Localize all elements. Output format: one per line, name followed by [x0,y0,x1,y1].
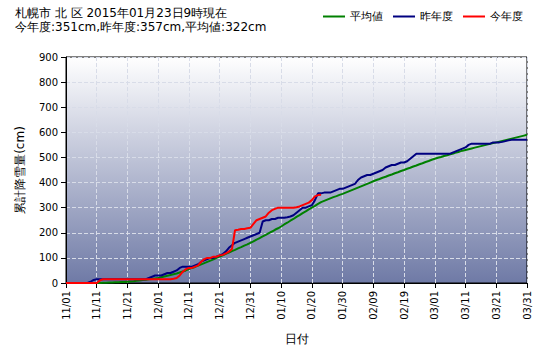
svg-text:700: 700 [39,102,58,113]
svg-text:500: 500 [39,152,58,163]
svg-text:03/31: 03/31 [522,291,533,320]
svg-text:01/30: 01/30 [337,291,348,320]
svg-text:800: 800 [39,77,58,88]
svg-text:11/21: 11/21 [122,291,133,320]
svg-text:昨年度: 昨年度 [420,10,453,23]
svg-text:今年度: 今年度 [490,10,523,23]
svg-text:02/09: 02/09 [368,291,379,320]
svg-text:今年度:351cm,昨年度:357cm,平均値:322cm: 今年度:351cm,昨年度:357cm,平均値:322cm [15,20,266,34]
svg-text:日付: 日付 [285,332,309,346]
svg-text:200: 200 [39,227,58,238]
svg-text:11/01: 11/01 [61,291,72,320]
svg-text:600: 600 [39,127,58,138]
svg-text:12/01: 12/01 [153,291,164,320]
svg-text:03/21: 03/21 [491,291,502,320]
svg-text:02/19: 02/19 [399,291,410,320]
svg-text:札幌市 北 区 2015年01月23日9時現在: 札幌市 北 区 2015年01月23日9時現在 [15,6,227,20]
svg-text:12/21: 12/21 [214,291,225,320]
svg-text:12/11: 12/11 [183,291,194,320]
svg-text:03/11: 03/11 [460,291,471,320]
svg-text:01/20: 01/20 [306,291,317,320]
svg-text:0: 0 [52,278,58,289]
svg-text:平均値: 平均値 [350,10,383,23]
svg-text:12/31: 12/31 [245,291,256,320]
svg-text:01/10: 01/10 [276,291,287,320]
svg-text:100: 100 [39,252,58,263]
svg-text:900: 900 [39,52,58,63]
svg-text:11/11: 11/11 [91,291,102,320]
svg-text:300: 300 [39,202,58,213]
svg-text:03/01: 03/01 [429,291,440,320]
svg-text:400: 400 [39,177,58,188]
svg-text:累計降雪量(cm): 累計降雪量(cm) [13,126,27,214]
